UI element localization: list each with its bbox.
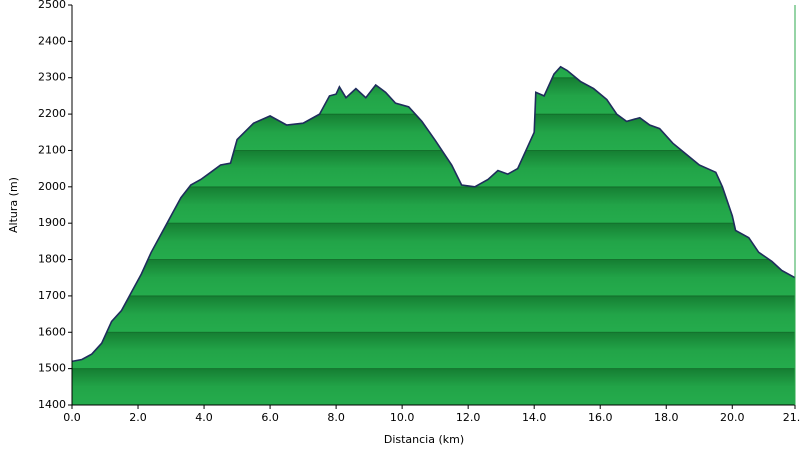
x-axis-label: Distancia (km) bbox=[384, 433, 464, 446]
x-tick-label: 4.0 bbox=[195, 411, 213, 424]
y-tick-label: 1700 bbox=[38, 289, 66, 302]
y-tick-label: 2100 bbox=[38, 143, 66, 156]
profile-line bbox=[71, 65, 796, 363]
y-tick-label: 1900 bbox=[38, 216, 66, 229]
x-tick-label: 12.0 bbox=[456, 411, 481, 424]
y-tick-label: 2000 bbox=[38, 180, 66, 193]
y-tick-label: 2300 bbox=[38, 71, 66, 84]
x-tick-label: 6.0 bbox=[261, 411, 279, 424]
x-tick-label: 21.9 bbox=[783, 411, 800, 424]
y-tick-label: 1600 bbox=[38, 325, 66, 338]
x-tick-label: 10.0 bbox=[390, 411, 415, 424]
y-tick-label: 1500 bbox=[38, 362, 66, 375]
area-stripes bbox=[72, 66, 795, 406]
y-tick-label: 2500 bbox=[38, 0, 66, 11]
x-tick-label: 16.0 bbox=[588, 411, 613, 424]
x-tick-label: 14.0 bbox=[522, 411, 547, 424]
y-tick-label: 1400 bbox=[38, 398, 66, 411]
y-tick-label: 1800 bbox=[38, 253, 66, 266]
x-tick-label: 20.0 bbox=[720, 411, 745, 424]
x-tick-label: 0.0 bbox=[63, 411, 81, 424]
x-tick-label: 2.0 bbox=[129, 411, 147, 424]
x-tick-label: 8.0 bbox=[327, 411, 345, 424]
y-tick-label: 2400 bbox=[38, 34, 66, 47]
y-axis-label: Altura (m) bbox=[7, 177, 20, 233]
y-tick-label: 2200 bbox=[38, 107, 66, 120]
x-tick-label: 18.0 bbox=[654, 411, 679, 424]
